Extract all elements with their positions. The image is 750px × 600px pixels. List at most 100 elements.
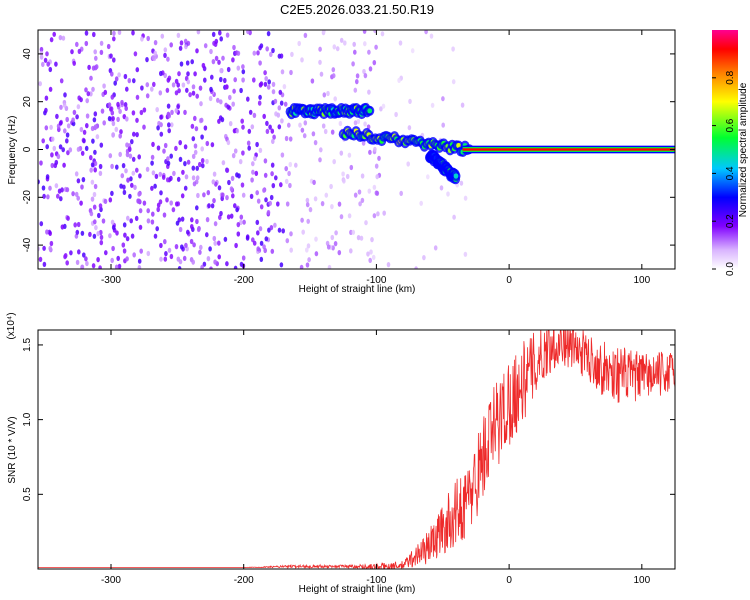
- noise-cell: [217, 59, 221, 65]
- noise-cell: [285, 238, 290, 244]
- y-tick-label: 0: [22, 146, 33, 152]
- noise-cell: [89, 155, 93, 161]
- spectrogram-y-ticks: -40 -20 0 20 40: [22, 48, 675, 252]
- noise-cell: [138, 224, 143, 230]
- noise-cell: [287, 170, 291, 177]
- noise-cell: [108, 197, 113, 203]
- noise-cell: [200, 134, 204, 140]
- noise-cell: [159, 114, 163, 120]
- noise-cell: [225, 195, 229, 201]
- noise-cell: [61, 35, 66, 41]
- noise-cell: [343, 40, 347, 46]
- noise-cell: [433, 245, 438, 251]
- noise-cell: [373, 30, 377, 34]
- noise-cell: [195, 218, 199, 225]
- noise-cell: [39, 46, 44, 53]
- noise-cell: [372, 184, 377, 190]
- noise-cell: [274, 175, 278, 181]
- noise-cell: [241, 124, 245, 130]
- noise-cell: [42, 245, 46, 251]
- noise-cell: [110, 257, 114, 263]
- noise-cell: [167, 113, 171, 119]
- noise-cell: [162, 212, 167, 218]
- noise-cell: [155, 107, 159, 113]
- noise-cell: [277, 124, 282, 130]
- colorbar-tick-label: 0.4: [725, 166, 736, 180]
- noise-cell: [209, 48, 213, 55]
- noise-cell: [98, 170, 103, 176]
- noise-cell: [253, 155, 257, 162]
- noise-cell: [61, 147, 65, 153]
- noise-cell: [289, 247, 294, 253]
- x-tick-label: -200: [234, 275, 254, 286]
- noise-cell: [185, 60, 190, 66]
- noise-cell: [76, 195, 80, 201]
- noise-cell: [205, 232, 209, 238]
- noise-cell: [196, 192, 200, 199]
- noise-cell: [82, 252, 86, 258]
- noise-cell: [176, 256, 181, 262]
- noise-cell: [394, 111, 398, 118]
- noise-cell: [77, 48, 82, 55]
- noise-cell: [200, 264, 204, 269]
- noise-cell: [49, 124, 53, 130]
- noise-cell: [100, 108, 105, 114]
- noise-cell: [250, 177, 254, 183]
- noise-cell: [41, 138, 45, 144]
- noise-cell: [195, 205, 199, 211]
- noise-cell: [349, 248, 353, 254]
- noise-cell: [174, 78, 179, 84]
- noise-cell: [193, 149, 198, 155]
- noise-cell: [355, 79, 359, 85]
- x-tick-label: 0: [506, 275, 512, 286]
- noise-cell: [159, 131, 164, 137]
- noise-cell: [74, 191, 79, 197]
- noise-cell: [329, 183, 333, 190]
- noise-cell: [183, 109, 187, 115]
- noise-cell: [69, 250, 73, 256]
- noise-cell: [58, 35, 63, 41]
- noise-cell: [99, 240, 104, 246]
- noise-cell: [374, 163, 379, 169]
- noise-cell: [79, 200, 83, 206]
- noise-cell: [195, 48, 199, 54]
- noise-cell: [119, 183, 123, 189]
- noise-cell: [121, 242, 126, 248]
- noise-cell: [278, 89, 283, 95]
- noise-cell: [258, 60, 262, 66]
- colorbar-gradient: [712, 30, 738, 269]
- noise-cell: [356, 235, 361, 241]
- noise-cell: [43, 57, 48, 63]
- noise-cell: [75, 114, 79, 120]
- colorbar-tick-label: 0.6: [725, 118, 736, 132]
- noise-cell: [104, 250, 108, 256]
- noise-cell: [239, 214, 244, 220]
- noise-cell: [210, 142, 215, 148]
- noise-cell: [120, 99, 124, 106]
- noise-cell: [339, 214, 344, 220]
- noise-cell: [266, 84, 271, 90]
- noise-cell: [228, 121, 233, 127]
- y-tick-label: 1.5: [22, 338, 33, 352]
- noise-cell: [225, 84, 229, 90]
- noise-cell: [367, 49, 371, 55]
- noise-cell: [183, 185, 188, 191]
- noise-cell: [93, 149, 97, 155]
- noise-cell: [53, 162, 58, 169]
- noise-cell: [145, 93, 150, 99]
- noise-cell: [54, 183, 59, 189]
- noise-cell: [185, 87, 189, 93]
- noise-cell: [288, 136, 293, 142]
- noise-cell: [451, 79, 456, 85]
- noise-cell: [146, 218, 151, 224]
- noise-cell: [264, 76, 269, 82]
- noise-cell: [238, 159, 243, 165]
- noise-cell: [150, 86, 154, 92]
- noise-cell: [335, 46, 340, 52]
- noise-cell: [199, 244, 203, 250]
- noise-cell: [184, 242, 188, 248]
- noise-cell: [46, 194, 50, 200]
- noise-cell: [210, 74, 214, 80]
- noise-cell: [263, 172, 268, 178]
- noise-cell: [125, 256, 129, 262]
